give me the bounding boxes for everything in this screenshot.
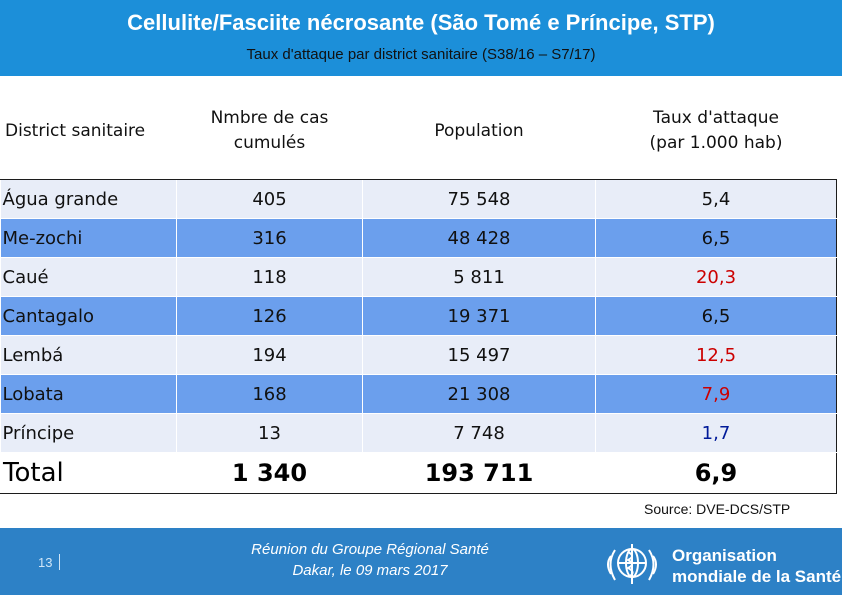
column-header-line: Population (434, 120, 524, 141)
attack-rate-cell: 20,3 (595, 257, 837, 297)
table-row: Me-zochi 316 48 428 6,5 (0, 218, 837, 258)
population-cell: 48 428 (362, 218, 596, 258)
population-cell: 75 548 (362, 179, 596, 219)
total-attack-rate-cell: 6,9 (595, 452, 837, 494)
population-cell: 19 371 (362, 296, 596, 336)
table-total-row: Total 1 340 193 711 6,9 (0, 452, 837, 494)
footer-bar (0, 528, 842, 595)
attack-rate-cell: 5,4 (595, 179, 837, 219)
table-row: Caué 118 5 811 20,3 (0, 257, 837, 297)
table-header-row: District sanitaire Nmbre de cas cumulés … (0, 82, 837, 180)
total-cases-cell: 1 340 (176, 452, 363, 494)
source-note: Source: DVE-DCS/STP (644, 501, 791, 517)
who-emblem-icon (607, 544, 657, 584)
table-row: Cantagalo 126 19 371 6,5 (0, 296, 837, 336)
cases-cell: 13 (176, 413, 363, 453)
attack-rate-cell: 6,5 (595, 218, 837, 258)
district-cell: Água grande (0, 179, 177, 219)
meeting-line: Réunion du Groupe Régional Santé (251, 541, 489, 558)
attack-rate-cell: 1,7 (595, 413, 837, 453)
column-header-population: Population (362, 82, 596, 180)
title-bar: Cellulite/Fasciite nécrosante (São Tomé … (0, 0, 842, 76)
total-population-cell: 193 711 (362, 452, 596, 494)
population-cell: 21 308 (362, 374, 596, 414)
table-row: Lobata 168 21 308 7,9 (0, 374, 837, 414)
population-cell: 15 497 (362, 335, 596, 375)
total-label: Total (0, 452, 177, 494)
column-header-attack-rate: Taux d'attaque (par 1.000 hab) (595, 82, 837, 180)
who-logo-line: Organisation (672, 546, 777, 565)
meeting-caption: Réunion du Groupe Régional Santé Dakar, … (200, 539, 540, 581)
district-cell: Caué (0, 257, 177, 297)
population-cell: 7 748 (362, 413, 596, 453)
column-header-line: District sanitaire (5, 120, 146, 141)
population-cell: 5 811 (362, 257, 596, 297)
district-cell: Me-zochi (0, 218, 177, 258)
column-header-district: District sanitaire (0, 82, 177, 180)
column-header-line: cumulés (233, 133, 306, 153)
district-cell: Cantagalo (0, 296, 177, 336)
slide-subtitle: Taux d'attaque par district sanitaire (S… (246, 46, 596, 63)
who-logo-text: Organisation mondiale de la Santé (672, 545, 841, 587)
column-header-cases: Nmbre de cas cumulés (176, 82, 363, 180)
cases-cell: 194 (176, 335, 363, 375)
cases-cell: 316 (176, 218, 363, 258)
district-cell: Lembá (0, 335, 177, 375)
column-header-line: Nmbre de cas (210, 108, 329, 129)
attack-rate-cell: 6,5 (595, 296, 837, 336)
district-cell: Lobata (0, 374, 177, 414)
attack-rate-cell: 12,5 (595, 335, 837, 375)
table-row: Príncipe 13 7 748 1,7 (0, 413, 837, 453)
cases-cell: 168 (176, 374, 363, 414)
cases-cell: 405 (176, 179, 363, 219)
column-header-line: Taux d'attaque (653, 108, 779, 129)
page-number-divider (59, 554, 60, 570)
who-logo-line: mondiale de la Santé (672, 567, 842, 586)
cases-cell: 118 (176, 257, 363, 297)
slide-title: Cellulite/Fasciite nécrosante (São Tomé … (127, 10, 715, 35)
cases-cell: 126 (176, 296, 363, 336)
attack-rate-cell: 7,9 (595, 374, 837, 414)
attack-rate-table: District sanitaire Nmbre de cas cumulés … (0, 82, 837, 494)
page-number: 13 (38, 555, 53, 570)
table-row: Lembá 194 15 497 12,5 (0, 335, 837, 375)
district-cell: Príncipe (0, 413, 177, 453)
column-header-line: (par 1.000 hab) (649, 133, 783, 153)
meeting-line: Dakar, le 09 mars 2017 (292, 562, 448, 579)
table-row: Água grande 405 75 548 5,4 (0, 179, 837, 219)
